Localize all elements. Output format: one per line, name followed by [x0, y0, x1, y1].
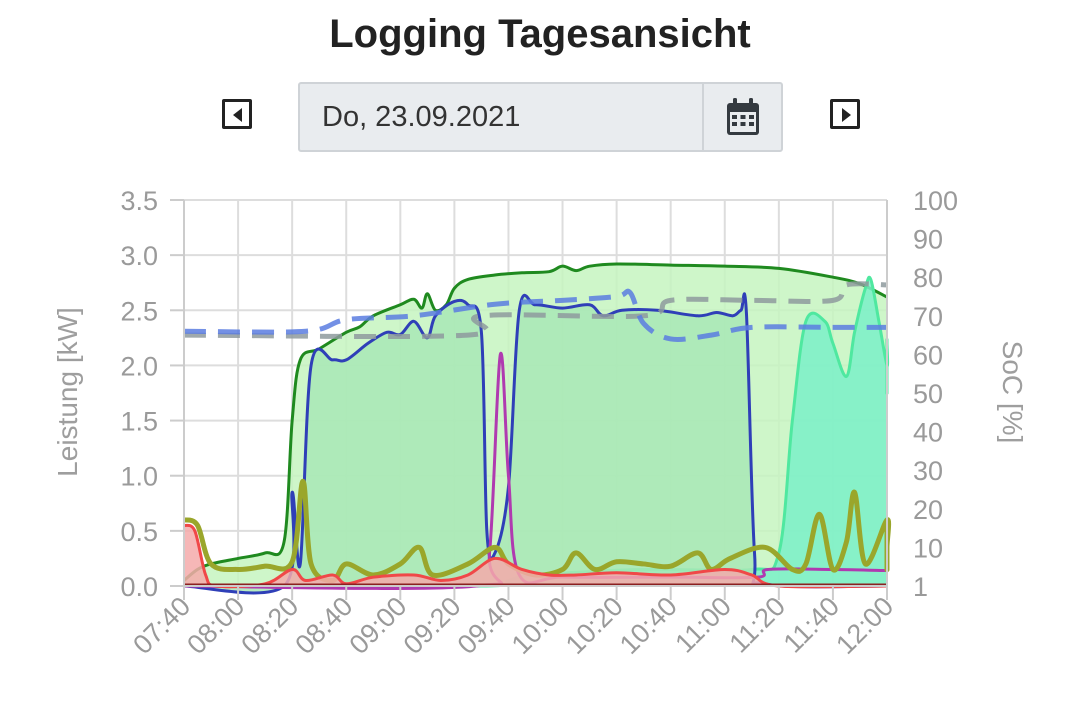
y-right-tick-label: 50: [913, 379, 943, 409]
series-6-line: [183, 281, 888, 340]
x-tick-label: 10:40: [614, 591, 683, 660]
x-tick-label: 12:00: [830, 591, 899, 660]
series-2-area: [184, 293, 887, 593]
y-left-tick-label: 1.5: [120, 407, 158, 437]
y-left-tick-label: 3.0: [120, 241, 158, 271]
caret-left-icon: [233, 108, 242, 122]
series-1-area: [184, 277, 888, 587]
y-right-tick-label: 40: [913, 418, 943, 448]
x-tick-label: 09:00: [344, 591, 413, 660]
y-left-tick-label: 0.0: [120, 572, 158, 602]
y-right-tick-label: 80: [913, 263, 943, 293]
y-right-tick-label: 100: [913, 186, 958, 216]
series-7-line: [183, 288, 887, 342]
next-day-button[interactable]: [830, 99, 860, 129]
x-tick-label: 10:00: [506, 591, 575, 660]
chart-series: [183, 262, 892, 595]
y-left-tick-label: 1.0: [120, 462, 158, 492]
y-right-tick-label: 10: [913, 533, 943, 563]
y-left-tick-label: 2.5: [120, 296, 158, 326]
y-left-tick-label: 0.5: [120, 517, 158, 547]
y-axis-left-title: Leistung [kW]: [52, 307, 83, 477]
page-title: Logging Tagesansicht: [329, 12, 751, 56]
x-tick-label: 11:40: [778, 591, 846, 659]
y-left-tick-label: 2.0: [120, 351, 158, 381]
y-axis-right-title: SoC [%]: [997, 341, 1028, 444]
calendar-icon: [727, 98, 759, 135]
y-right-tick-label: 20: [913, 495, 943, 525]
x-tick-label: 08:20: [235, 591, 304, 660]
y-right-tick-label: 30: [913, 456, 943, 486]
series-4-line: [183, 478, 892, 583]
x-tick-label: 08:00: [181, 591, 250, 660]
x-tick-label: 11:20: [724, 591, 792, 659]
y-right-tick-label: 60: [913, 340, 943, 370]
previous-day-button[interactable]: [222, 99, 252, 129]
y-right-tick-label: 1: [913, 572, 928, 602]
caret-right-icon: [842, 108, 851, 122]
date-picker[interactable]: Do, 23.09.2021: [298, 82, 783, 152]
date-input[interactable]: Do, 23.09.2021: [322, 101, 521, 133]
y-right-tick-label: 70: [913, 302, 943, 332]
y-left-tick-label: 3.5: [120, 186, 158, 216]
x-tick-label: 09:20: [398, 591, 467, 660]
x-tick-label: 11:00: [669, 591, 737, 659]
x-tick-label: 09:40: [452, 591, 521, 660]
x-tick-label: 10:20: [560, 591, 629, 660]
x-tick-label: 08:40: [289, 591, 358, 660]
y-right-tick-label: 90: [913, 225, 943, 255]
series-0-line: [183, 262, 888, 582]
calendar-button[interactable]: [702, 84, 781, 150]
